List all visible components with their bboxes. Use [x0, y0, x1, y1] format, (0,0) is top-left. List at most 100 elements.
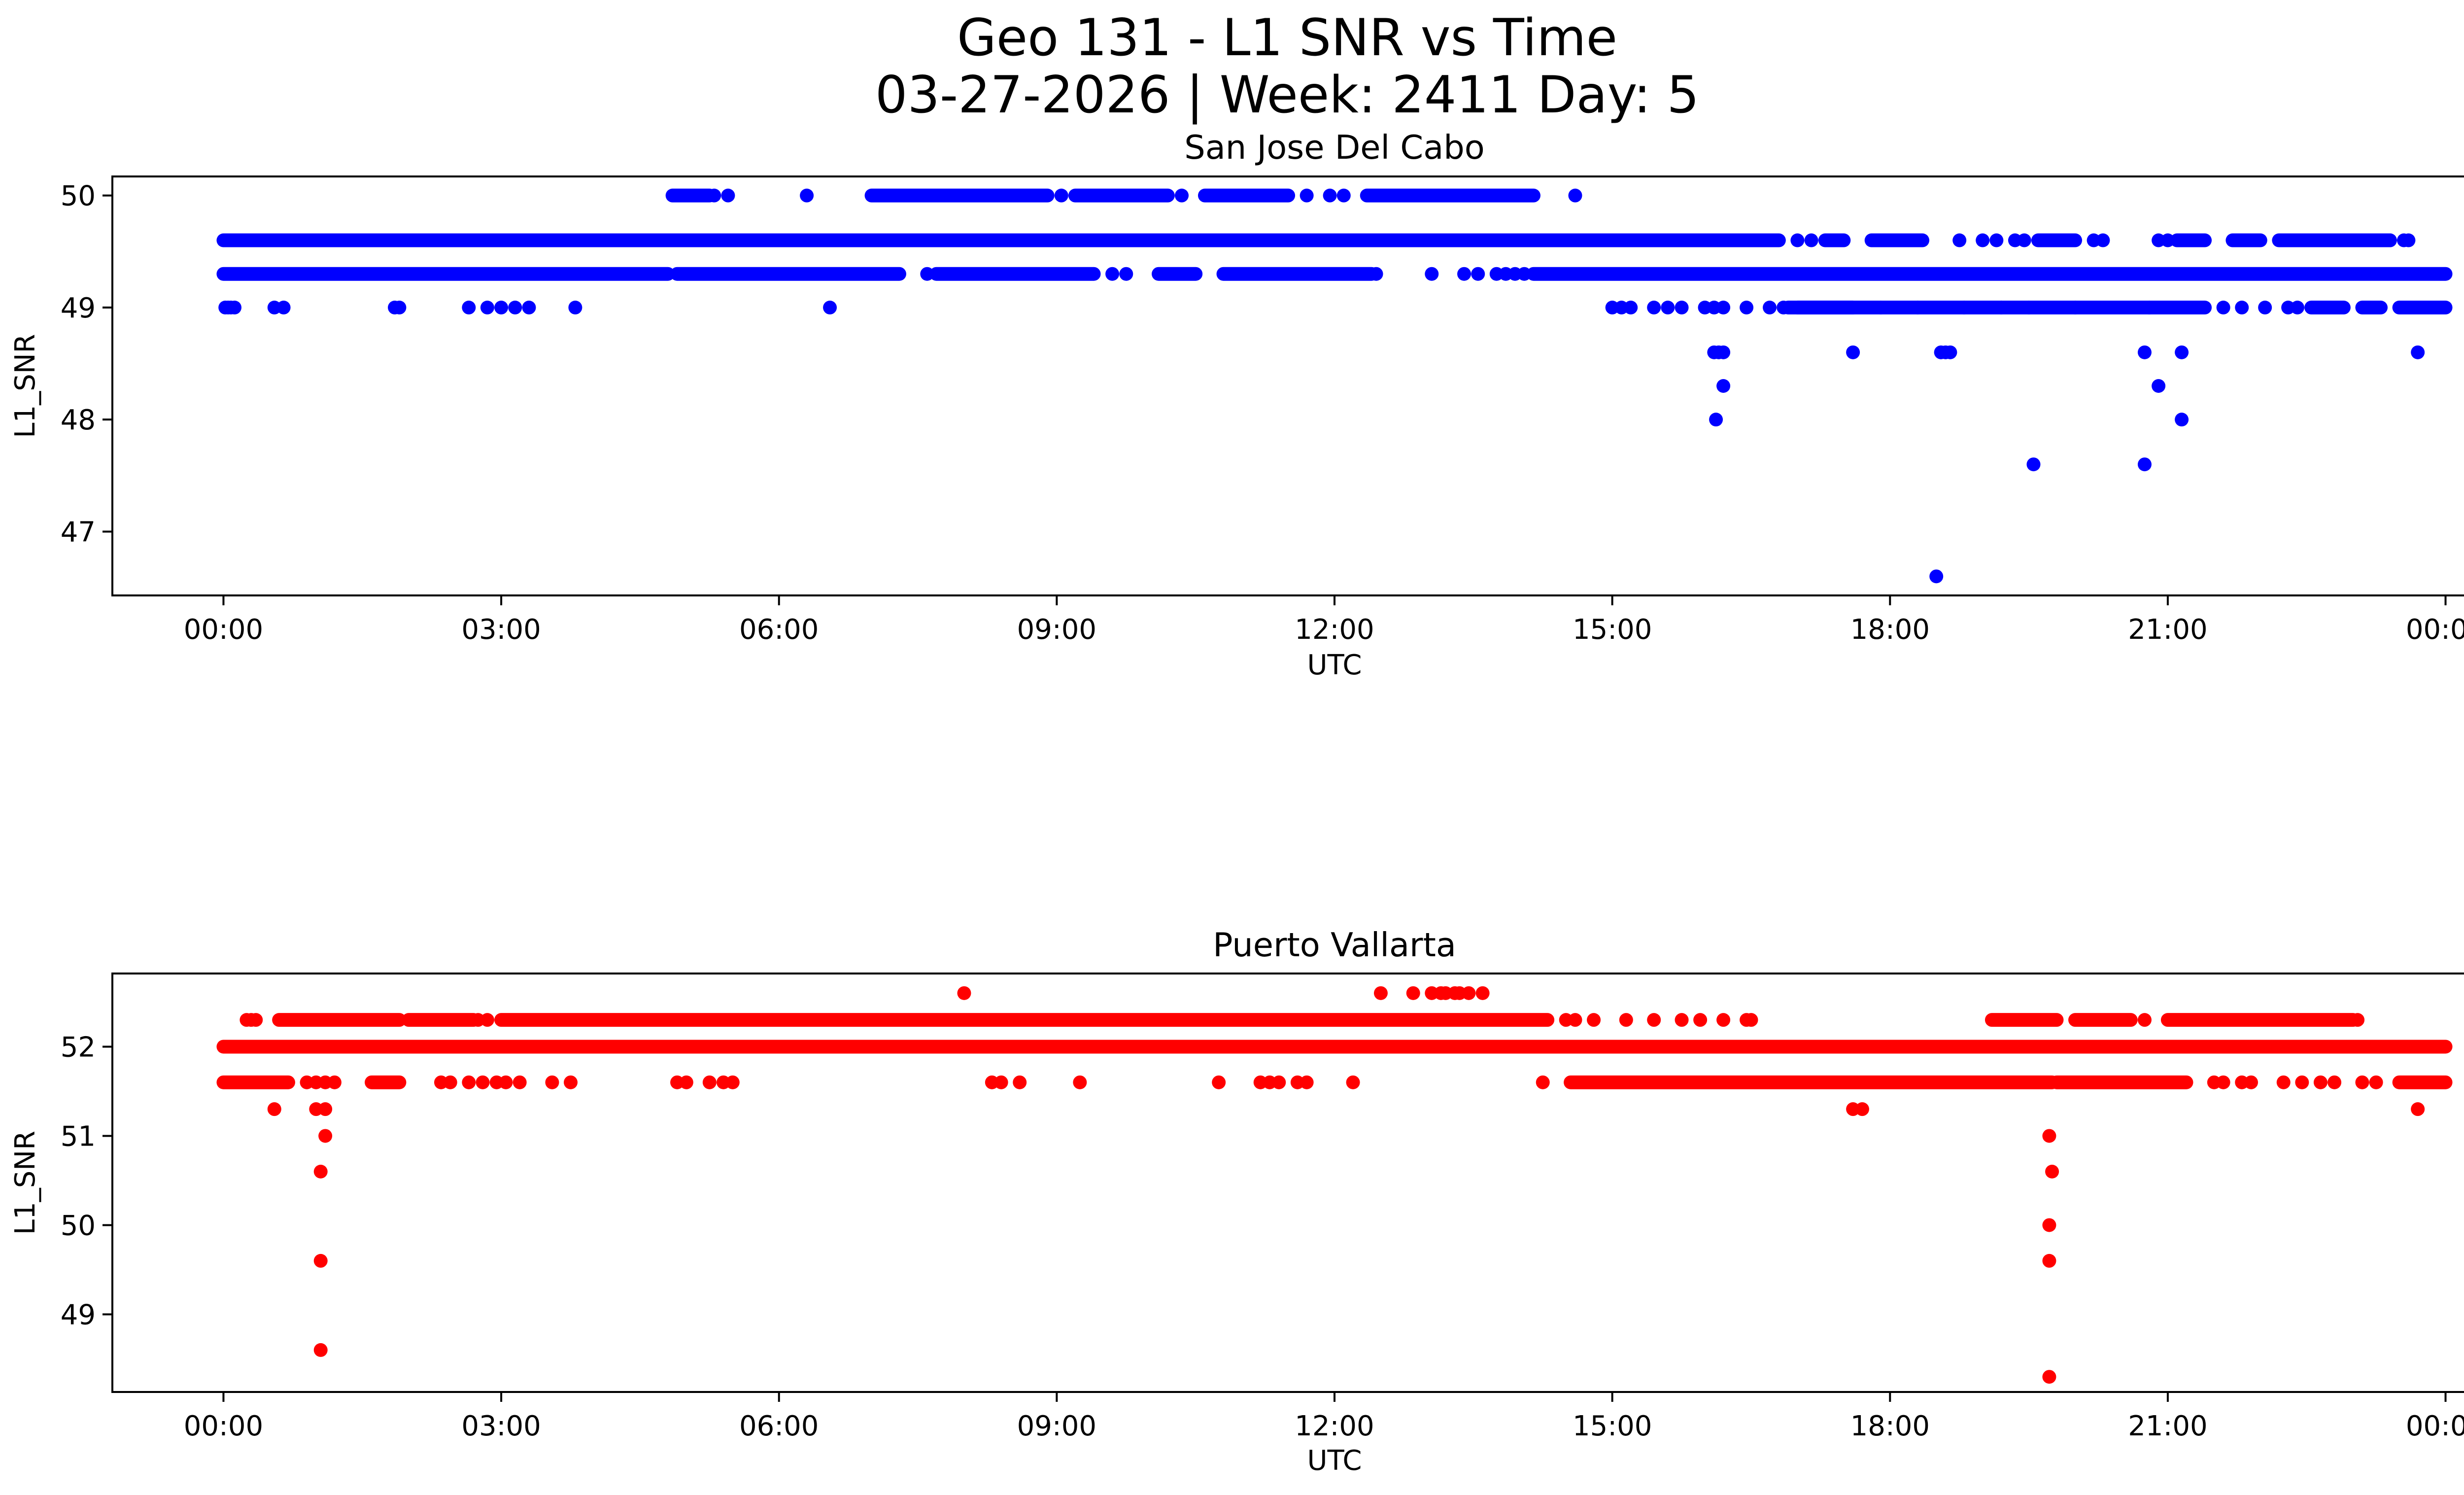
data-point: [313, 1164, 328, 1179]
data-point: [313, 1253, 328, 1268]
data-point: [1373, 986, 1388, 1000]
data-point: [2042, 1129, 2056, 1143]
y-tick-label: 47: [61, 516, 96, 548]
figure-title-line2: 03-27-2026 | Week: 2411 Day: 5: [875, 66, 1699, 125]
data-point: [2175, 413, 2189, 427]
data-point: [318, 1129, 333, 1143]
snr-run-49: [2355, 300, 2388, 314]
data-point: [267, 1102, 281, 1116]
data-point: [564, 1075, 578, 1089]
x-tick-label: 18:00: [1850, 1410, 1930, 1442]
data-point: [2383, 233, 2397, 247]
snr-run-49-6: [2225, 233, 2267, 247]
y-tick-label: 49: [61, 292, 96, 324]
snr-band-49-6: [216, 233, 1786, 247]
data-point: [1438, 1040, 1453, 1054]
snr-band-52: [216, 1040, 2453, 1054]
data-point: [2295, 1075, 2309, 1089]
data-point: [1994, 300, 2008, 314]
x-tick-label: 21:00: [2128, 1410, 2207, 1442]
data-point: [1976, 233, 1990, 247]
data-point: [2017, 233, 2031, 247]
figure-title-line1: Geo 131 - L1 SNR vs Time: [957, 8, 1617, 68]
data-point: [2042, 1370, 2056, 1384]
data-point: [1855, 1102, 1869, 1116]
snr-band-52-3: [272, 1013, 407, 1027]
data-point: [1716, 1013, 1731, 1027]
x-tick-label: 06:00: [739, 614, 819, 646]
snr-run-49-6: [1818, 233, 1851, 247]
data-point: [1346, 1075, 1360, 1089]
data-point: [2096, 233, 2110, 247]
data-point: [1661, 300, 1675, 314]
data-point: [249, 1013, 263, 1027]
snr-run-49-3: [1216, 267, 1379, 281]
data-point: [1892, 233, 1907, 247]
axes-title: Puerto Vallarta: [1213, 926, 1456, 964]
data-point: [1536, 1075, 1550, 1089]
data-point: [2137, 345, 2152, 359]
data-point: [1647, 300, 1661, 314]
data-point: [1336, 188, 1351, 203]
data-point: [443, 1075, 457, 1089]
snr-band-51-6: [1564, 1075, 2059, 1089]
snr-run-49-6: [2170, 233, 2212, 247]
data-point: [499, 1075, 513, 1089]
y-tick-label: 51: [61, 1120, 96, 1152]
y-axis-label: L1_SNR: [9, 334, 41, 438]
y-tick-label: 52: [61, 1031, 96, 1063]
data-point: [1716, 379, 1731, 393]
data-point: [1568, 188, 1582, 203]
data-point: [2137, 1013, 2152, 1027]
axes-title: San Jose Del Cabo: [1184, 128, 1485, 167]
data-point: [2022, 300, 2036, 314]
data-point: [1212, 1075, 1226, 1089]
snr-band-49-3: [216, 267, 675, 281]
data-point: [1846, 345, 1860, 359]
data-point: [1744, 1013, 1758, 1027]
x-tick-label: 03:00: [461, 614, 541, 646]
data-point: [508, 300, 522, 314]
data-point: [2401, 233, 2416, 247]
data-point: [1777, 300, 1791, 314]
data-point: [707, 188, 721, 203]
data-point: [1693, 1013, 1708, 1027]
snr-run-49: [1790, 300, 1860, 314]
data-point: [476, 1075, 490, 1089]
data-point: [1790, 233, 1805, 247]
data-point: [2258, 300, 2272, 314]
data-point: [1675, 300, 1689, 314]
snr-run-50: [665, 188, 717, 203]
data-point: [327, 1075, 342, 1089]
data-point: [1073, 1075, 1087, 1089]
x-tick-label: 00:00: [184, 614, 263, 646]
y-tick-label: 48: [61, 404, 96, 436]
x-tick-label: 15:00: [1573, 1410, 1652, 1442]
data-point: [1457, 267, 1472, 281]
data-point: [1989, 233, 2004, 247]
data-point: [1054, 188, 1068, 203]
data-point: [1517, 267, 1532, 281]
data-point: [1716, 300, 1731, 314]
snr-run-49-3: [670, 267, 906, 281]
data-point: [1406, 986, 1420, 1000]
data-point: [2137, 457, 2152, 472]
snr-run-51-6: [365, 1075, 407, 1089]
x-axis-label: UTC: [1307, 1445, 1362, 1477]
data-point: [800, 188, 814, 203]
x-tick-label: 09:00: [1017, 1410, 1096, 1442]
x-tick-label: 21:00: [2128, 614, 2207, 646]
snr-band-52-3: [494, 1013, 1555, 1027]
data-point: [1957, 300, 1971, 314]
data-point: [1952, 233, 1967, 247]
data-point: [2327, 1075, 2342, 1089]
data-point: [1763, 300, 1777, 314]
data-point: [1624, 300, 1638, 314]
y-tick-label: 50: [61, 180, 96, 212]
data-point: [494, 300, 509, 314]
data-point: [1911, 300, 1925, 314]
data-point: [2244, 1075, 2258, 1089]
data-point: [1369, 267, 1383, 281]
data-point: [2026, 457, 2041, 472]
snr-run-49-6: [2272, 233, 2397, 247]
